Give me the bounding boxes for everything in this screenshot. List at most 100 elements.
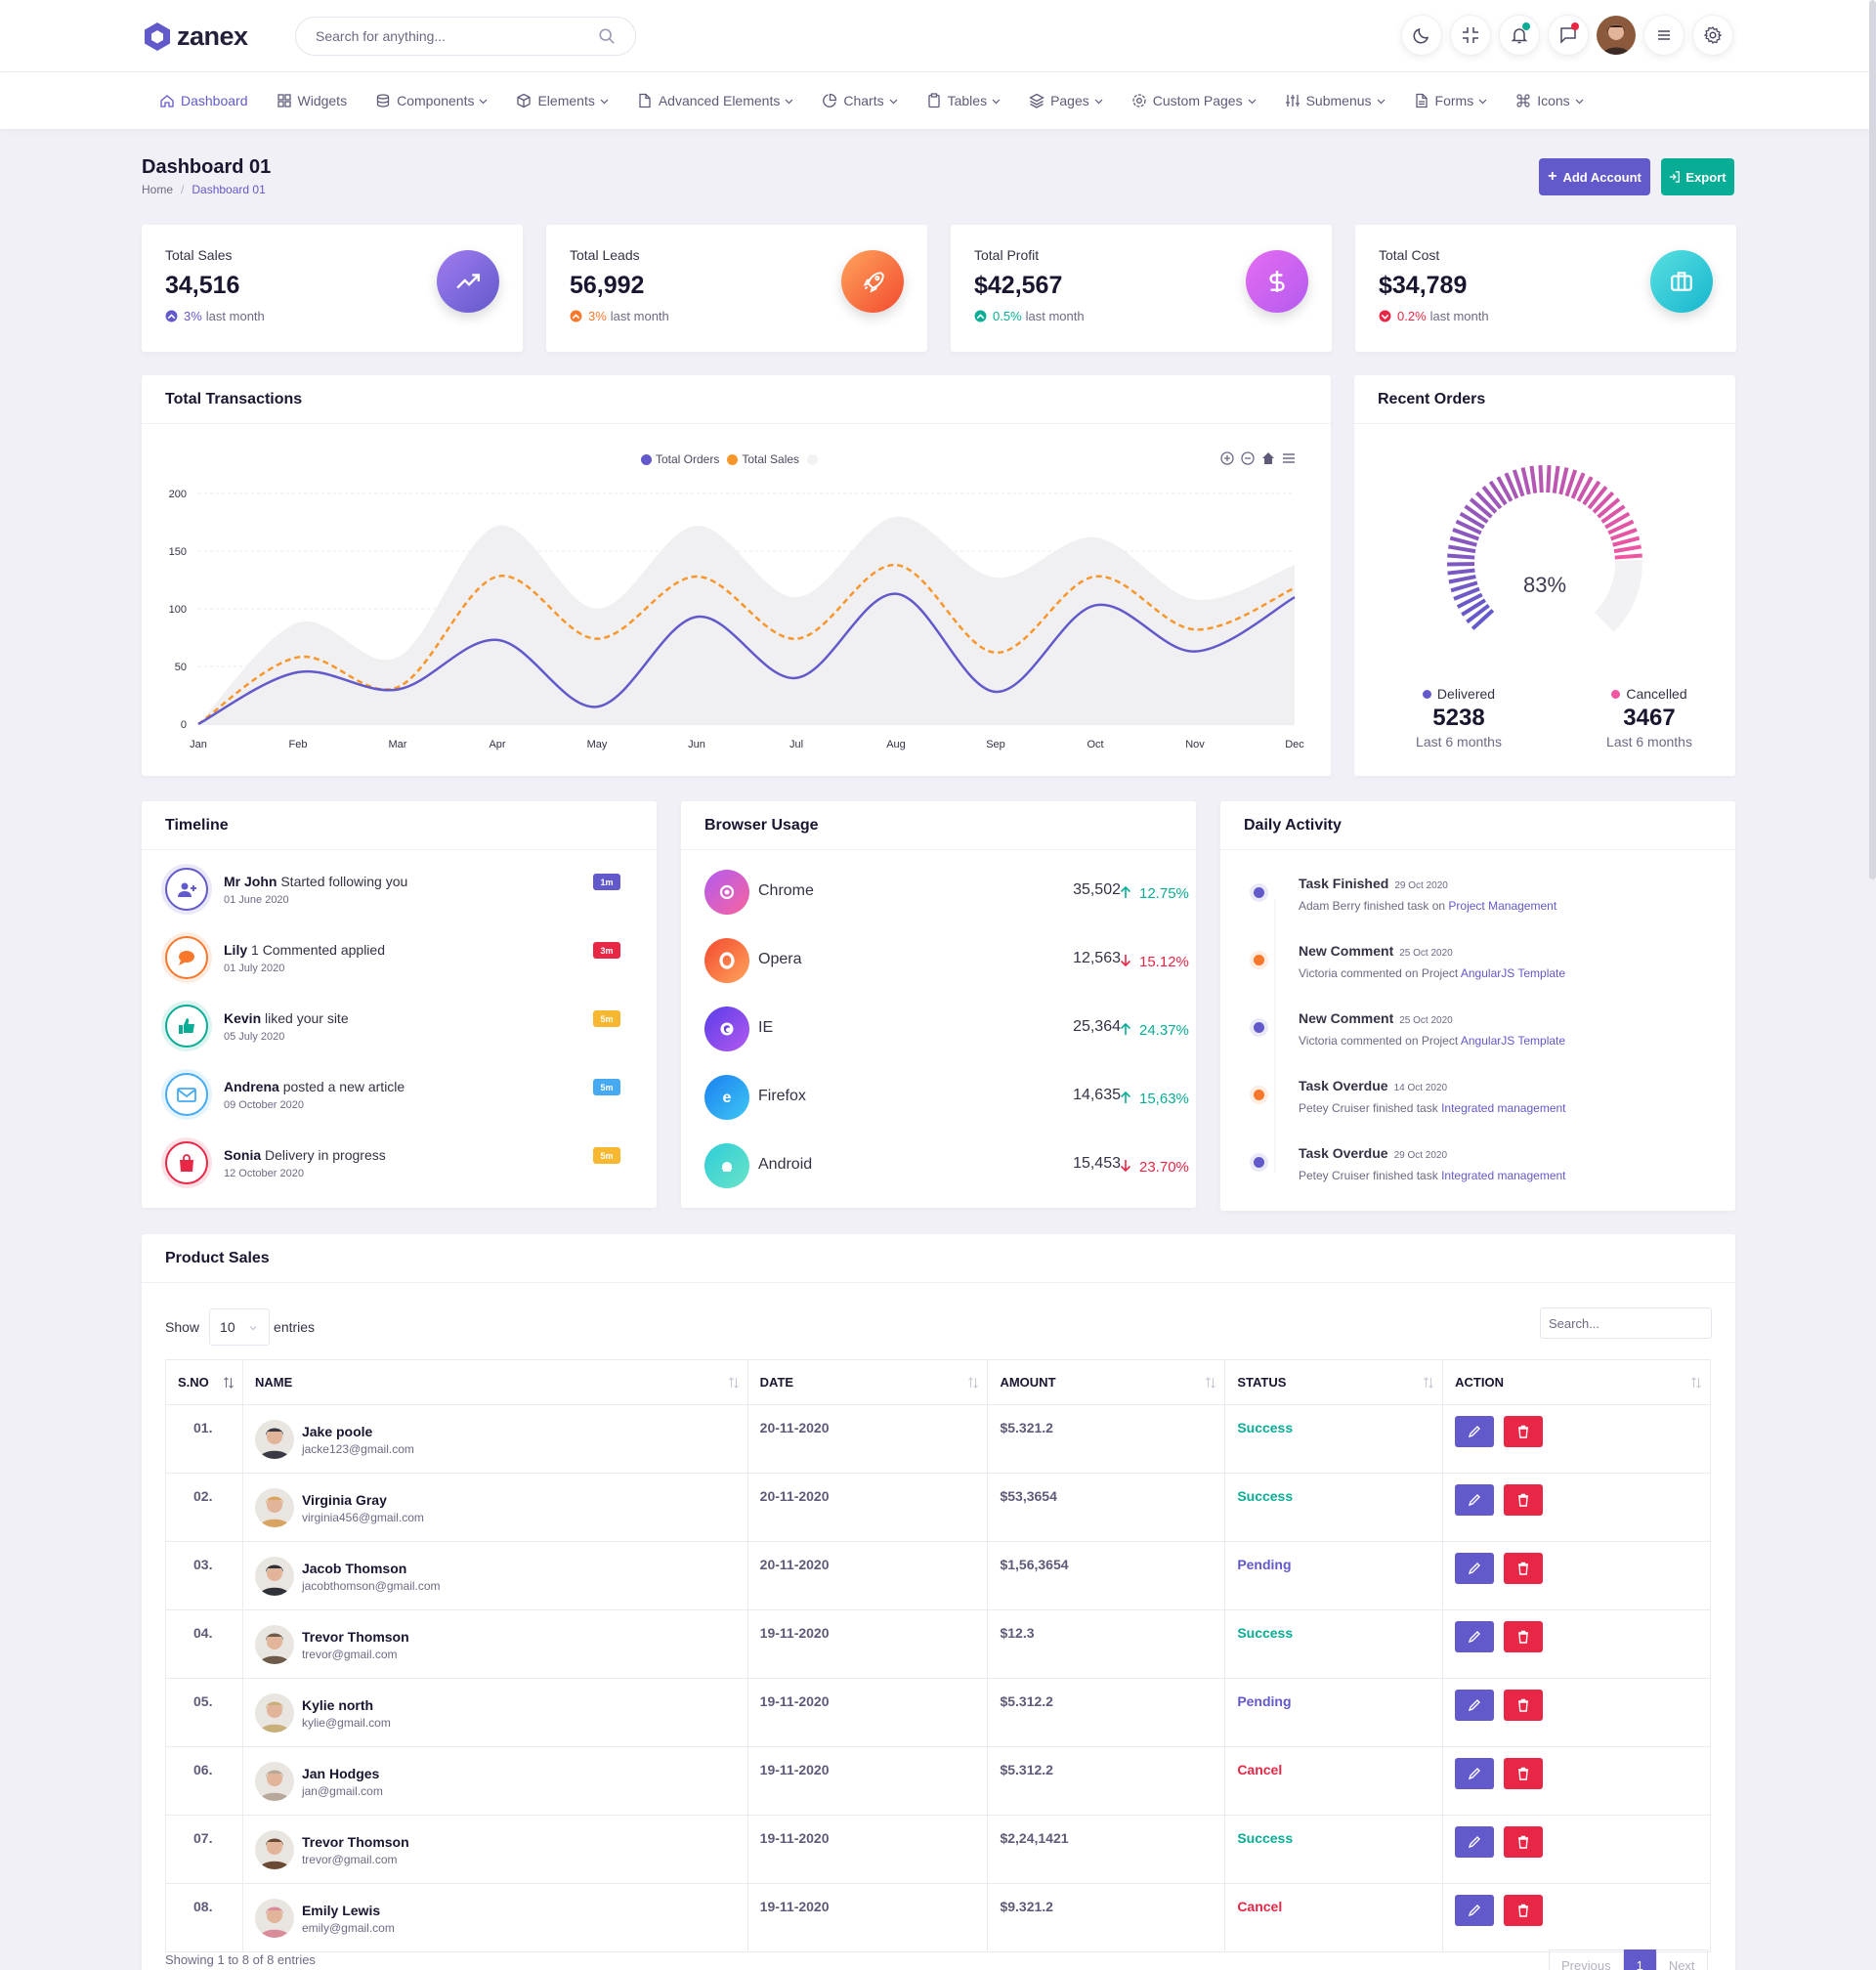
edit-button[interactable] — [1455, 1895, 1495, 1926]
edit-button[interactable] — [1455, 1416, 1495, 1447]
activity-item: Task Overdue 14 Oct 2020 Petey Cruiser fin… — [1220, 1062, 1689, 1117]
brand-logo[interactable]: zanex — [144, 20, 248, 53]
edit-button[interactable] — [1455, 1758, 1495, 1789]
date-cell: 20-11-2020 — [746, 1404, 989, 1474]
timeline-item[interactable]: Andrena posted a new article 09 October 2… — [165, 1073, 620, 1122]
activity-link[interactable]: AngularJS Template — [1460, 966, 1566, 980]
nav-item-forms[interactable]: Forms — [1414, 93, 1488, 108]
column-header-label: S.NO — [178, 1375, 209, 1390]
delete-button[interactable] — [1504, 1484, 1544, 1516]
timeline-item[interactable]: Sonia Delivery in progress 12 October 202… — [165, 1141, 620, 1190]
notifications-button[interactable] — [1499, 15, 1540, 56]
mail-icon — [177, 1088, 196, 1102]
pagination-page-1[interactable]: 1 — [1623, 1949, 1656, 1970]
column-header-action[interactable]: ACTION — [1442, 1359, 1711, 1405]
gauge-segment — [1481, 485, 1503, 510]
timeline-name: Sonia — [224, 1147, 262, 1163]
column-header-status[interactable]: STATUS — [1224, 1359, 1444, 1405]
table-search-input[interactable] — [1540, 1307, 1712, 1339]
edit-button[interactable] — [1455, 1690, 1495, 1721]
nav-item-widgets[interactable]: Widgets — [277, 93, 347, 108]
timeline-item[interactable]: Mr John Started following you 01 June 202… — [165, 868, 620, 917]
series-line-total-sales — [197, 563, 1296, 726]
nav-item-elements[interactable]: Elements — [516, 93, 609, 108]
column-header-name[interactable]: NAME — [241, 1359, 748, 1405]
column-header-date[interactable]: DATE — [746, 1359, 989, 1405]
activity-title: New Comment — [1299, 943, 1394, 959]
user-avatar[interactable] — [1597, 16, 1636, 55]
timeline-action: Delivery in progress — [265, 1147, 386, 1163]
opera-icon — [704, 938, 749, 983]
nav-item-pages[interactable]: Pages — [1029, 93, 1103, 108]
timeline-text: Kevin liked your site — [224, 1010, 349, 1026]
sort-icon — [1691, 1377, 1701, 1389]
activity-link[interactable]: AngularJS Template — [1460, 1034, 1566, 1048]
legend-item-area[interactable] — [807, 452, 822, 466]
dark-mode-button[interactable] — [1401, 15, 1442, 56]
gauge-segment — [1449, 535, 1477, 547]
pagination-previous[interactable]: Previous — [1549, 1949, 1624, 1970]
zoom-out-icon[interactable] — [1240, 450, 1256, 466]
hexagon-logo-icon — [145, 21, 170, 51]
export-button[interactable]: Export — [1661, 158, 1734, 195]
activity-link[interactable]: Integrated management — [1441, 1101, 1566, 1115]
nav-item-icons[interactable]: Icons — [1515, 93, 1584, 108]
activity-description: Victoria commented on Project AngularJS … — [1299, 966, 1565, 980]
activity-text: Victoria commented on Project — [1299, 966, 1459, 980]
fullscreen-button[interactable] — [1450, 15, 1491, 56]
column-header-amount[interactable]: AMOUNT — [987, 1359, 1226, 1405]
customer-name: Kylie north — [301, 1697, 374, 1713]
legend-item-orders[interactable]: Total Orders — [641, 452, 719, 466]
delete-button[interactable] — [1504, 1895, 1544, 1926]
edit-button[interactable] — [1455, 1553, 1495, 1584]
nav-item-custom-pages[interactable]: Custom Pages — [1131, 93, 1257, 108]
nav-item-charts[interactable]: Charts — [822, 93, 898, 108]
activity-link[interactable]: Integrated management — [1441, 1169, 1566, 1182]
timeline-item[interactable]: Lily 1 Commented applied 01 July 2020 3m — [165, 936, 620, 985]
delete-button[interactable] — [1504, 1690, 1544, 1721]
home-icon[interactable] — [1260, 450, 1276, 466]
breadcrumb-home[interactable]: Home — [142, 183, 174, 196]
add-account-button[interactable]: + Add Account — [1539, 158, 1650, 195]
entries-select[interactable]: 10 — [209, 1308, 271, 1346]
nav-item-tables[interactable]: Tables — [926, 93, 1001, 108]
delete-button[interactable] — [1504, 1826, 1544, 1858]
delete-button[interactable] — [1504, 1416, 1544, 1447]
timeline-item[interactable]: Kevin liked your site 05 July 2020 5m — [165, 1005, 620, 1053]
timeline-icon-badge — [165, 1005, 208, 1048]
dollar-icon — [1269, 271, 1285, 292]
edit-button[interactable] — [1455, 1826, 1495, 1858]
nav-item-components[interactable]: Components — [375, 93, 488, 108]
chevron-down-icon — [785, 99, 793, 104]
nav-label: Elements — [537, 93, 595, 108]
nav-item-submenus[interactable]: Submenus — [1285, 93, 1386, 108]
global-search[interactable] — [295, 17, 636, 56]
edit-button[interactable] — [1455, 1621, 1495, 1652]
delete-button[interactable] — [1504, 1553, 1544, 1584]
edit-button[interactable] — [1455, 1484, 1495, 1516]
activity-date: 29 Oct 2020 — [1394, 880, 1448, 891]
trash-icon — [1518, 1630, 1529, 1644]
column-header-sno[interactable]: S.NO — [165, 1359, 243, 1405]
activity-link[interactable]: Project Management — [1448, 899, 1557, 913]
legend-swatch — [727, 453, 739, 465]
delete-button[interactable] — [1504, 1758, 1544, 1789]
hamburger-menu-icon[interactable] — [1281, 450, 1297, 466]
delete-button[interactable] — [1504, 1621, 1544, 1652]
legend-item-sales[interactable]: Total Sales — [727, 452, 799, 466]
y-tick-label: 200 — [169, 489, 187, 500]
menu-button[interactable] — [1643, 15, 1684, 56]
nav-item-dashboard[interactable]: Dashboard — [159, 93, 248, 108]
search-icon[interactable] — [598, 27, 616, 45]
nav-item-advanced-elements[interactable]: Advanced Elements — [637, 93, 794, 108]
settings-button[interactable] — [1692, 15, 1733, 56]
transactions-card: Total Transactions Total Orders Total Sa… — [142, 375, 1331, 776]
page-scrollbar[interactable] — [1869, 0, 1876, 879]
search-input[interactable] — [316, 28, 598, 44]
pagination-next[interactable]: Next — [1655, 1949, 1708, 1970]
trash-icon — [1518, 1425, 1529, 1438]
gauge-segment — [1597, 497, 1621, 519]
timeline-action: liked your site — [265, 1010, 349, 1026]
zoom-in-icon[interactable] — [1219, 450, 1235, 466]
messages-button[interactable] — [1548, 15, 1589, 56]
